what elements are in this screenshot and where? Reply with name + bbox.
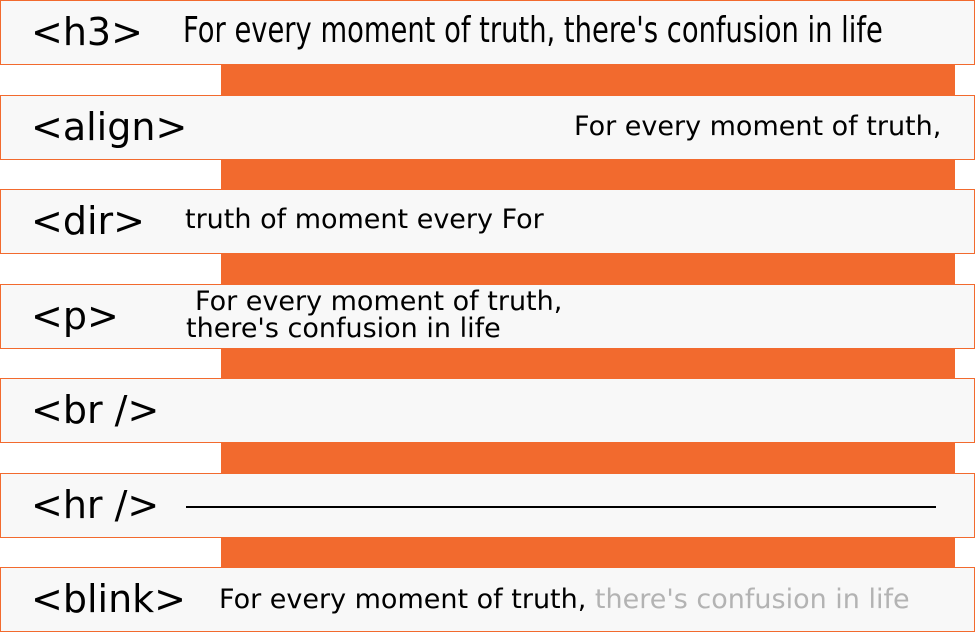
- tag-label-p: <p>: [31, 294, 119, 338]
- row-align: <align> For every moment of truth,: [0, 95, 975, 160]
- blink-visible-text: For every moment of truth,: [219, 584, 595, 615]
- blink-faded-text: there's confusion in life: [594, 584, 910, 615]
- row-p: <p> For every moment of truth, there's c…: [0, 284, 975, 349]
- dir-sample-text: truth of moment every For: [185, 204, 544, 235]
- row-h3: <h3> For every moment of truth, there's …: [0, 0, 975, 65]
- align-sample-text: For every moment of truth,: [574, 111, 942, 142]
- h3-sample-text: For every moment of truth, there's confu…: [183, 10, 883, 51]
- tag-label-hr: <hr />: [31, 483, 160, 527]
- row-hr: <hr />: [0, 473, 975, 538]
- blink-sample-text: For every moment of truth, there's confu…: [219, 582, 910, 618]
- row-blink: <blink> For every moment of truth, there…: [0, 567, 975, 632]
- tag-label-align: <align>: [31, 105, 188, 149]
- p-sample-line-2: there's confusion in life: [186, 313, 501, 344]
- horizontal-rule: [186, 506, 936, 508]
- p-sample-line-1: For every moment of truth,: [195, 286, 563, 317]
- row-br: <br />: [0, 378, 975, 443]
- tag-label-blink: <blink>: [31, 577, 187, 621]
- tag-label-dir: <dir>: [31, 199, 145, 243]
- tag-label-br: <br />: [31, 388, 160, 432]
- row-dir: <dir> truth of moment every For: [0, 189, 975, 254]
- tag-label-h3: <h3>: [31, 10, 143, 54]
